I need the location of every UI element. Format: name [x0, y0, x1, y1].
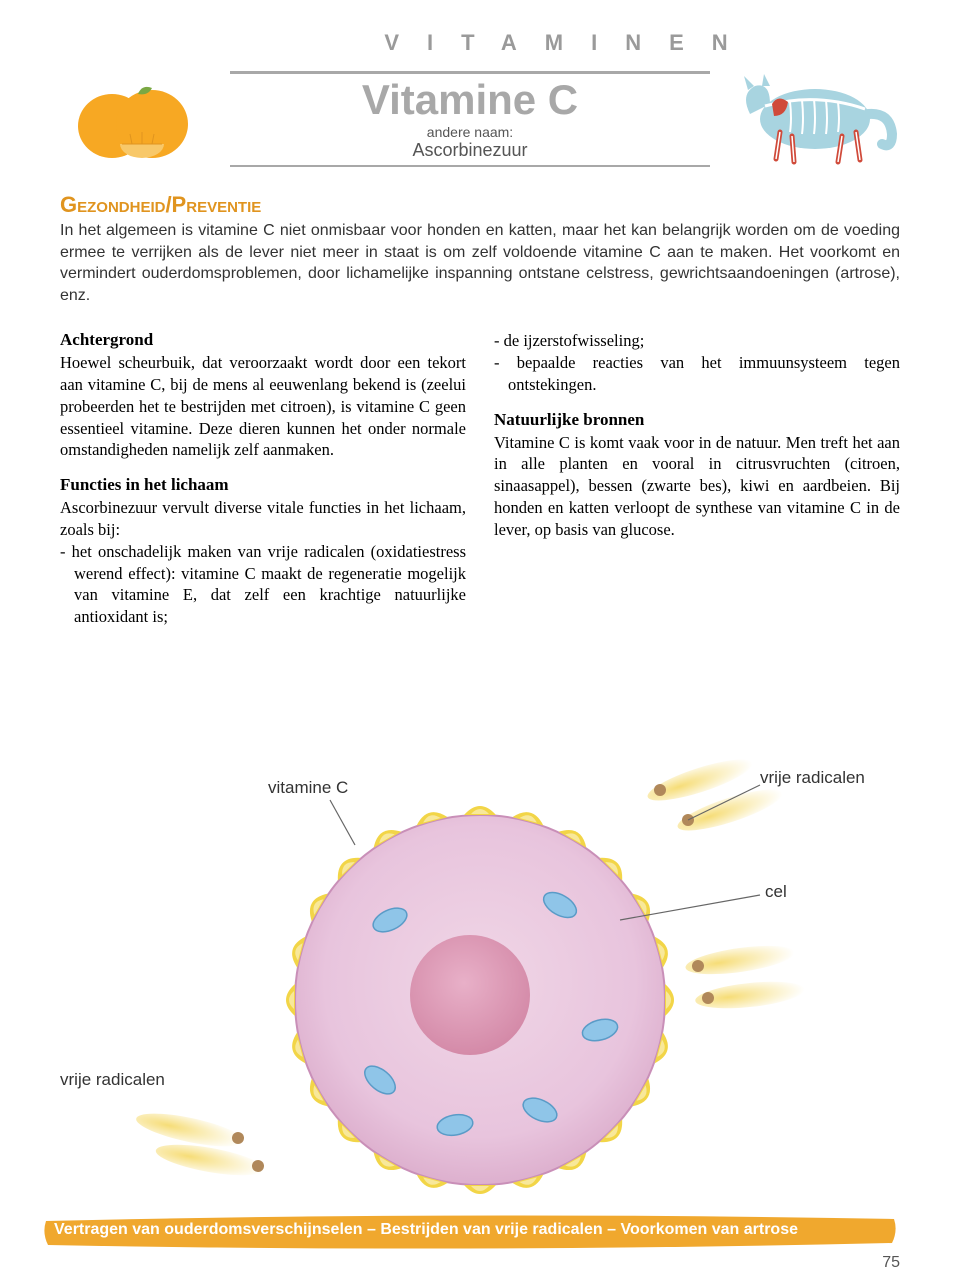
label-cel: cel	[765, 882, 787, 902]
cell-diagram-svg	[60, 750, 900, 1200]
heading-achtergrond: Achtergrond	[60, 330, 466, 350]
label-line-vitc	[330, 800, 355, 845]
footer-text: Vertragen van ouderdomsverschijnselen – …	[54, 1221, 798, 1239]
label-vrije-radicalen-left: vrije radicalen	[60, 1070, 165, 1090]
heading-bronnen: Natuurlijke bronnen	[494, 410, 900, 430]
category-header: VITAMINEN	[240, 30, 900, 56]
label-vitamine-c: vitamine C	[268, 778, 348, 798]
title-row: Vitamine C andere naam: Ascorbinezuur	[60, 64, 900, 174]
page-title: Vitamine C	[230, 76, 710, 124]
list-item-radicalen: - het onschadelijk maken van vrije radic…	[60, 541, 466, 628]
subtitle-value: Ascorbinezuur	[230, 140, 710, 161]
cat-skeleton-icon	[720, 64, 900, 174]
orange-fruit-icon	[60, 74, 220, 164]
body-columns: Achtergrond Hoewel scheurbuik, dat veroo…	[60, 330, 900, 627]
radical-trail-bottom-left	[134, 1107, 267, 1182]
list-item-ijzer: - de ijzerstofwisseling;	[494, 330, 900, 352]
radical-trail-top-right	[644, 752, 786, 839]
right-column: - de ijzerstofwisseling; - bepaalde reac…	[494, 330, 900, 627]
cell-diagram: vitamine C vrije radicalen cel vrije rad…	[60, 750, 900, 1200]
section-heading: Gezondheid/Preventie	[60, 192, 900, 218]
subtitle-label: andere naam:	[230, 124, 710, 140]
radical-trail-right	[684, 940, 806, 1012]
para-achtergrond: Hoewel scheurbuik, dat veroorzaakt wordt…	[60, 352, 466, 461]
page-number: 75	[882, 1254, 900, 1272]
para-functies: Ascorbinezuur vervult diverse vitale fun…	[60, 497, 466, 541]
title-block: Vitamine C andere naam: Ascorbinezuur	[230, 71, 710, 167]
label-vrije-radicalen-right: vrije radicalen	[760, 768, 865, 788]
list-item-immuun: - bepaalde reacties van het immuunsystee…	[494, 352, 900, 396]
cell-nucleus	[410, 935, 530, 1055]
para-bronnen: Vitamine C is komt vaak voor in de natuu…	[494, 432, 900, 541]
intro-text: In het algemeen is vitamine C niet onmis…	[60, 220, 900, 306]
heading-functies: Functies in het lichaam	[60, 475, 466, 495]
footer-bar: Vertragen van ouderdomsverschijnselen – …	[40, 1212, 900, 1248]
left-column: Achtergrond Hoewel scheurbuik, dat veroo…	[60, 330, 466, 627]
